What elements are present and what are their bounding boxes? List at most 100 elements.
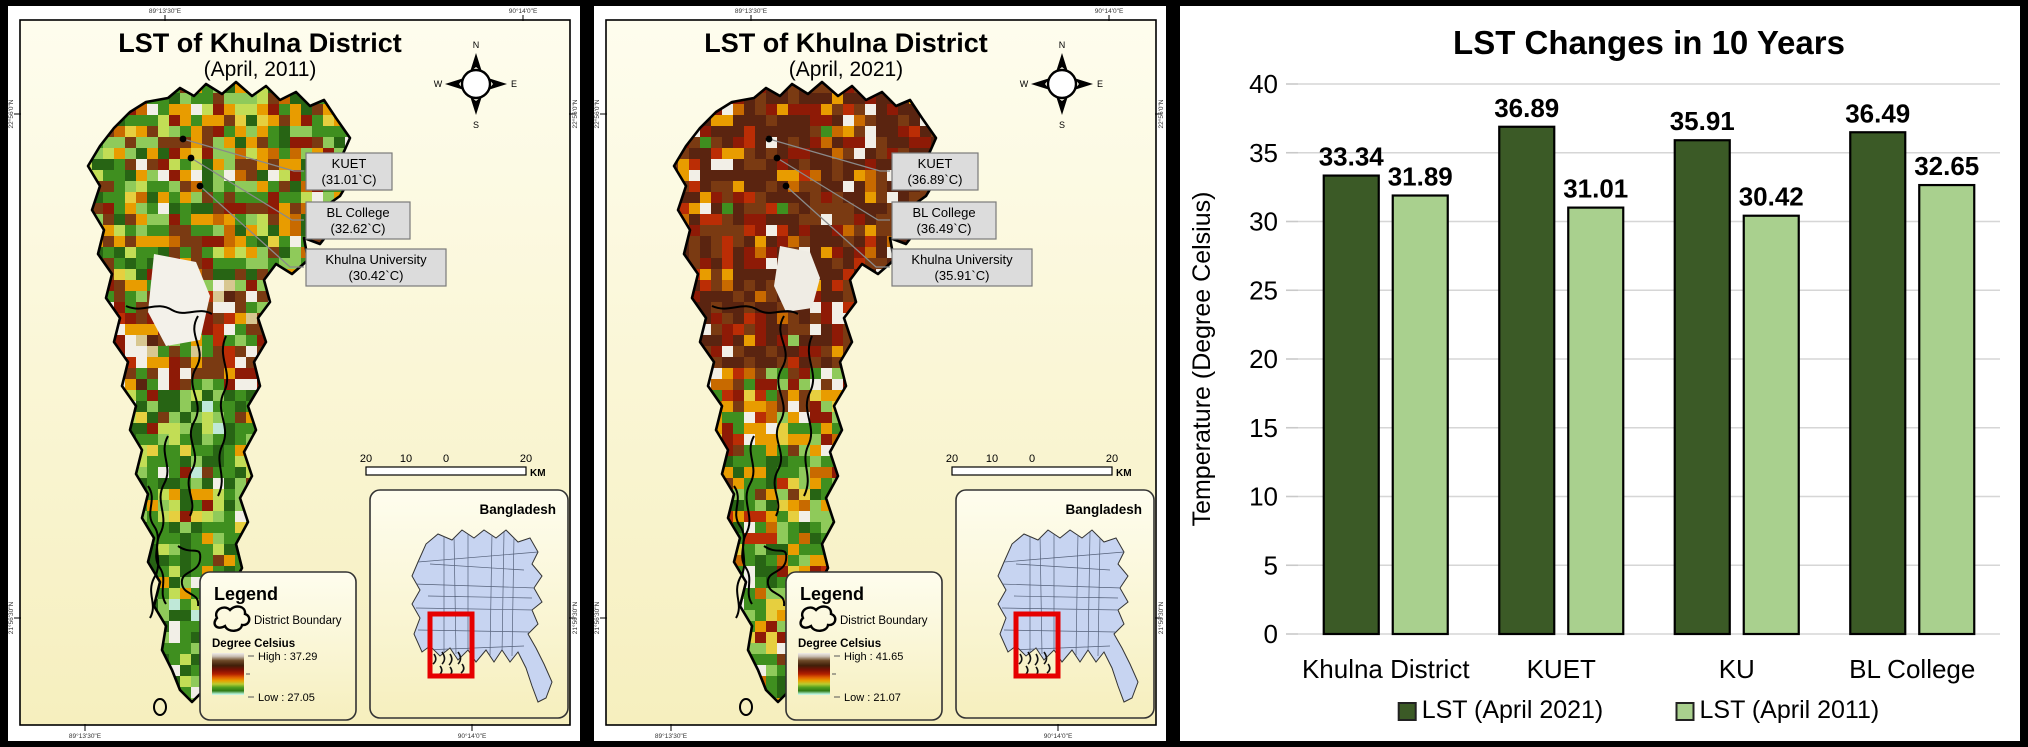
y-tick-label: 10 [1249,482,1278,512]
svg-text:(36.89`C): (36.89`C) [908,172,963,187]
x-category-label: KUET [1527,654,1596,684]
map-legend: Legend District Boundary Degree Celsius … [199,571,357,721]
svg-text:(31.01`C): (31.01`C) [322,172,377,187]
y-tick-label: 35 [1249,138,1278,168]
svg-text:KM: KM [1116,468,1132,479]
svg-text:High : 37.29: High : 37.29 [258,651,317,663]
svg-text:Degree Celsius: Degree Celsius [798,638,881,650]
coord-lat-right-bottom: 21°56'30"N [1157,601,1165,634]
coord-bottom-right: 90°14'0"E [458,732,487,740]
svg-text:10: 10 [400,453,412,465]
coord-lat-left-bottom: 21°56'30"N [594,601,601,634]
svg-text:BL College: BL College [326,205,389,220]
temperature-ramp [212,653,244,695]
bar-value-label: 31.01 [1563,174,1628,204]
map-panel-2021: 89°13'30"E 90°14'0"E 89°13'30"E 90°14'0"… [594,6,1166,741]
bar-chart: LST Changes in 10 Years 0 5 10 15 20 25 30 35 40 T… [1180,6,2020,741]
coord-lat-left-top: 22°56'0"N [594,99,601,128]
bar-2011-1 [1391,194,1449,636]
svg-text:0: 0 [1029,453,1035,465]
bar-2021-3 [1673,139,1731,636]
coord-lat-right-bottom: 21°56'30"N [571,601,579,634]
svg-text:20: 20 [946,453,958,465]
svg-text:Khulna University: Khulna University [325,252,427,267]
coord-bottom-right: 90°14'0"E [1044,732,1073,740]
bar-2021-2 [1498,125,1556,636]
bar-value-label: 31.89 [1388,162,1453,192]
x-category-label: KU [1719,654,1755,684]
small-island [153,698,167,716]
svg-text:KM: KM [530,468,546,479]
bar-value-label: 33.34 [1319,142,1385,172]
y-tick-label: 30 [1249,207,1278,237]
bar-value-label: 30.42 [1739,182,1804,212]
svg-text:High : 41.65: High : 41.65 [844,651,903,663]
legend-swatch-2011 [1675,702,1695,721]
svg-text:(32.62`C): (32.62`C) [331,221,386,236]
svg-text:10: 10 [986,453,998,465]
svg-text:20: 20 [360,453,372,465]
map-subtitle: (April, 2021) [789,58,903,81]
coord-top-right: 90°14'0"E [1095,7,1124,15]
bar-value-label: 35.91 [1670,106,1735,136]
y-tick-label: 0 [1264,619,1278,649]
svg-text:BL College: BL College [912,205,975,220]
svg-text:KUET: KUET [918,156,953,171]
callout-khulna-university: Khulna University (30.42`C) [305,248,447,287]
svg-text:0: 0 [443,453,449,465]
legend-swatch-2021 [1397,702,1417,721]
chart-title: LST Changes in 10 Years [1453,24,1845,61]
chart-panel: LST Changes in 10 Years 0 5 10 15 20 25 30 35 40 T… [1180,6,2020,741]
x-category-label: BL College [1849,654,1975,684]
svg-text:20: 20 [520,453,532,465]
coord-lat-right-top: 22°56'0"N [571,99,579,128]
y-tick-label: 25 [1249,275,1278,305]
bar-value-label: 32.65 [1914,151,1979,181]
map-title: LST of Khulna District [704,28,988,58]
callout-bl-college: BL College (32.62`C) [305,201,411,240]
coord-top-left: 89°13'30"E [149,7,182,15]
svg-text:Legend: Legend [800,584,864,604]
svg-text:Low : 27.05: Low : 27.05 [258,692,315,704]
bangladesh-inset: Bangladesh [369,489,569,719]
coord-bottom-left: 89°13'30"E [655,732,688,740]
scale-bar: 20 10 0 20 KM [360,453,546,479]
small-island [739,698,753,716]
svg-text:District Boundary: District Boundary [840,615,928,627]
legend-label: LST (April 2011) [1700,696,1880,724]
callout-kuet: KUET (31.01`C) [305,152,393,191]
bangladesh-inset: Bangladesh [955,489,1155,719]
svg-text:Low : 21.07: Low : 21.07 [844,692,901,704]
callout-khulna-university: Khulna University (35.91`C) [891,248,1033,287]
coord-top-right: 90°14'0"E [509,7,538,15]
map-panel-2011: 89°13'30"E 90°14'0"E 89°13'30"E 90°14'0"… [8,6,580,741]
coord-lat-left-top: 22°56'0"N [8,99,15,128]
bar-2011-2 [1567,206,1625,636]
y-tick-label: 20 [1249,344,1278,374]
coord-top-left: 89°13'30"E [735,7,768,15]
y-axis-title: Temperature (Degree Celsius) [1188,192,1216,527]
y-tick-label: 15 [1249,413,1278,443]
y-tick-label: 5 [1264,550,1278,580]
bar-value-label: 36.49 [1845,98,1910,128]
svg-text:District Boundary: District Boundary [254,615,342,627]
svg-text:KUET: KUET [332,156,367,171]
bar-2021-4 [1849,131,1907,636]
map-subtitle: (April, 2011) [204,58,317,81]
svg-text:Bangladesh: Bangladesh [479,502,556,517]
scale-bar: 20 10 0 20 KM [946,453,1132,479]
y-tick-label: 40 [1249,69,1278,99]
svg-text:Legend: Legend [214,584,278,604]
svg-text:20: 20 [1106,453,1118,465]
svg-text:(36.49`C): (36.49`C) [917,221,972,236]
map-legend: Legend District Boundary Degree Celsius … [785,571,943,721]
callout-bl-college: BL College (36.49`C) [891,201,997,240]
coord-bottom-left: 89°13'30"E [69,732,102,740]
map-title: LST of Khulna District [118,28,402,58]
svg-text:Khulna University: Khulna University [911,252,1013,267]
svg-text:Bangladesh: Bangladesh [1065,502,1142,517]
coord-lat-right-top: 22°56'0"N [1157,99,1165,128]
callout-kuet: KUET (36.89`C) [891,152,979,191]
coord-lat-left-bottom: 21°56'30"N [8,601,15,634]
bar-value-label: 36.89 [1494,93,1559,123]
